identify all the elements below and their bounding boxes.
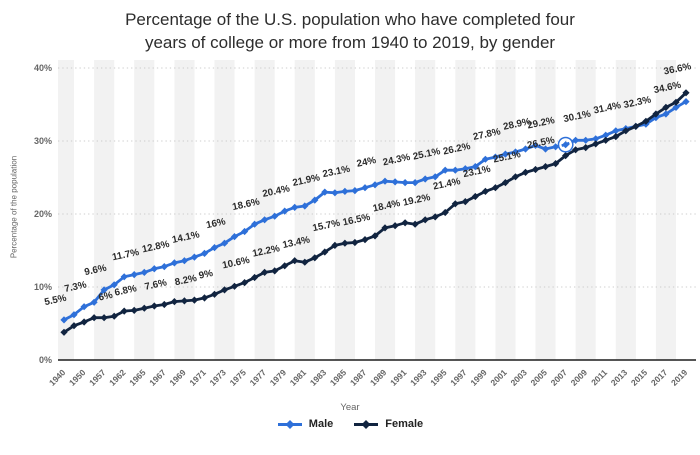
male-legend-marker-icon: [277, 419, 302, 429]
svg-text:40%: 40%: [34, 63, 52, 73]
series-male[interactable]: [60, 98, 690, 324]
svg-text:1985: 1985: [328, 367, 349, 388]
chart-title-line2: years of college or more from 1940 to 20…: [144, 33, 556, 53]
svg-text:1975: 1975: [228, 367, 249, 388]
svg-text:1983: 1983: [308, 367, 329, 388]
svg-text:2009: 2009: [569, 367, 590, 388]
female-legend-marker-icon: [354, 419, 379, 429]
svg-text:9%: 9%: [198, 268, 214, 282]
svg-text:1967: 1967: [147, 367, 168, 388]
legend-label-female: Female: [385, 418, 424, 430]
svg-text:1950: 1950: [67, 367, 88, 388]
svg-text:2007: 2007: [549, 367, 570, 388]
svg-text:1962: 1962: [107, 367, 128, 388]
svg-text:1969: 1969: [167, 367, 188, 388]
chart-legend: Male Female: [0, 418, 700, 430]
svg-text:1995: 1995: [428, 367, 449, 388]
svg-text:2017: 2017: [649, 367, 670, 388]
svg-text:2011: 2011: [589, 367, 609, 387]
legend-item-male[interactable]: Male: [277, 418, 333, 430]
svg-text:1981: 1981: [288, 367, 309, 388]
svg-text:1991: 1991: [388, 367, 409, 388]
svg-text:1979: 1979: [268, 367, 289, 388]
chart-title: Percentage of the U.S. population who ha…: [0, 8, 700, 55]
svg-text:1940: 1940: [47, 367, 68, 388]
svg-text:6.8%: 6.8%: [114, 283, 138, 298]
svg-text:2019: 2019: [669, 367, 690, 388]
svg-text:1957: 1957: [87, 367, 108, 388]
background-bands: [58, 60, 676, 360]
svg-text:1973: 1973: [207, 367, 228, 388]
y-axis-ticks: 0% 10% 20% 30% 40%: [34, 63, 52, 365]
svg-text:2013: 2013: [609, 367, 630, 388]
svg-text:24%: 24%: [356, 155, 378, 170]
svg-text:1977: 1977: [248, 367, 269, 388]
svg-text:7.6%: 7.6%: [144, 277, 168, 292]
svg-text:2015: 2015: [629, 367, 650, 388]
legend-label-male: Male: [308, 418, 334, 430]
svg-text:1989: 1989: [368, 367, 389, 388]
svg-text:5.5%: 5.5%: [43, 293, 67, 308]
svg-text:1971: 1971: [187, 367, 208, 388]
svg-text:1997: 1997: [448, 367, 469, 388]
series-female[interactable]: [60, 89, 690, 336]
plot-area[interactable]: 0%10%20%30%40%1940 1950 1957 1962 1965 1967 19…: [0, 0, 700, 402]
legend-item-female[interactable]: Female: [353, 418, 423, 430]
svg-text:8.2%: 8.2%: [174, 273, 198, 288]
svg-text:1999: 1999: [468, 367, 489, 388]
svg-text:1965: 1965: [127, 367, 148, 388]
svg-text:16%: 16%: [205, 216, 227, 231]
x-axis-title: Year: [340, 402, 360, 413]
svg-text:6%: 6%: [98, 290, 114, 304]
svg-text:2003: 2003: [508, 367, 529, 388]
svg-text:10%: 10%: [34, 282, 52, 292]
svg-text:1993: 1993: [408, 367, 429, 388]
svg-text:30%: 30%: [34, 136, 52, 146]
female-markers: [60, 89, 690, 336]
svg-text:1987: 1987: [348, 367, 369, 388]
highlight-ring[interactable]: [557, 136, 574, 153]
svg-text:7.3%: 7.3%: [64, 279, 88, 294]
chart-title-line1: Percentage of the U.S. population who ha…: [125, 10, 575, 29]
svg-text:9.6%: 9.6%: [84, 263, 108, 278]
svg-text:2005: 2005: [529, 367, 550, 388]
x-axis-ticks: 1940 1950 1957 1962 1965 1967 1969 1971 1973 1975…: [47, 367, 690, 388]
svg-text:2001: 2001: [488, 367, 509, 388]
svg-text:0%: 0%: [39, 355, 52, 365]
gridlines: [58, 67, 696, 288]
svg-text:20%: 20%: [34, 209, 52, 219]
